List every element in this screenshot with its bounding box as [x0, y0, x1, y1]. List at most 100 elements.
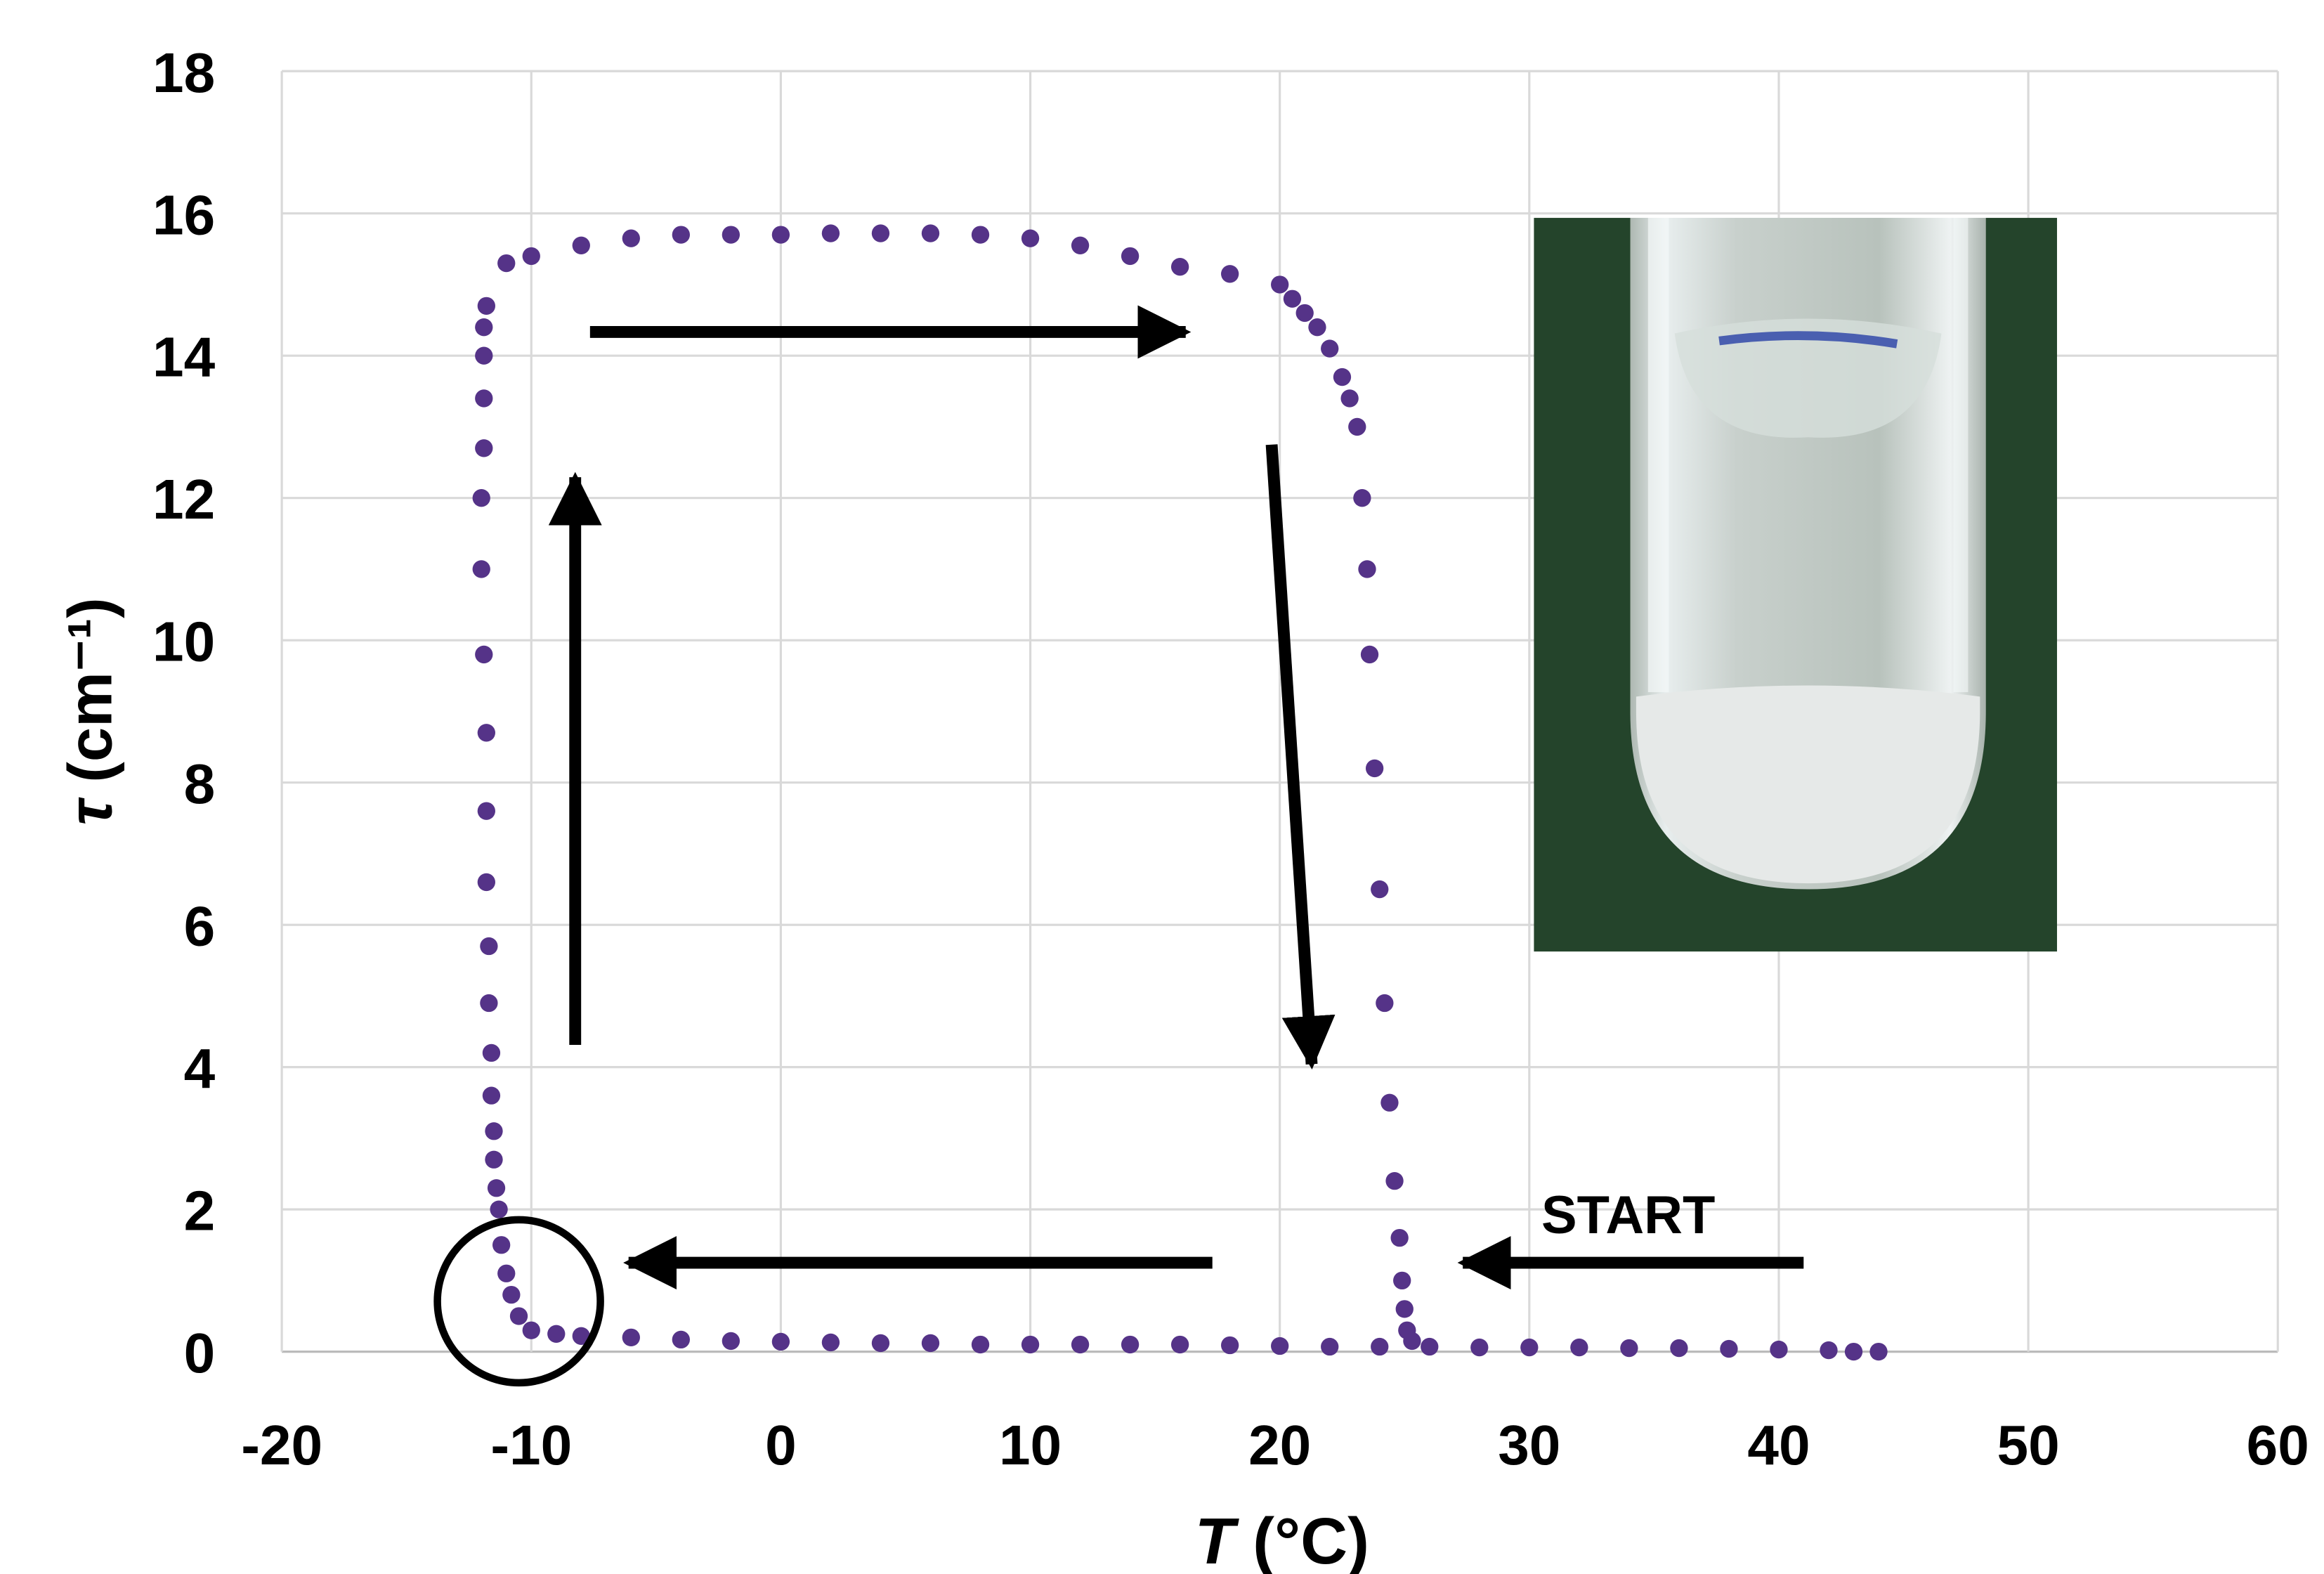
point — [547, 1325, 566, 1343]
point — [1371, 1337, 1389, 1356]
point — [1321, 339, 1339, 358]
point — [475, 645, 493, 664]
point — [1395, 1300, 1414, 1318]
point — [1121, 1335, 1140, 1354]
point — [522, 247, 540, 266]
point — [1271, 1336, 1289, 1355]
point — [1221, 265, 1239, 283]
point — [672, 1330, 690, 1349]
point — [477, 297, 495, 315]
point — [1620, 1339, 1638, 1358]
point — [480, 994, 498, 1013]
point — [475, 346, 493, 365]
point — [921, 1334, 940, 1353]
point — [1271, 275, 1289, 294]
y-tick-label: 12 — [152, 467, 215, 531]
point — [1421, 1337, 1439, 1356]
inset-photo — [1534, 218, 2057, 952]
point — [1071, 1335, 1090, 1354]
point — [477, 724, 495, 742]
point — [1520, 1338, 1539, 1357]
point — [1340, 389, 1359, 408]
point — [871, 224, 890, 242]
point — [487, 1179, 506, 1197]
point — [472, 489, 490, 507]
point — [971, 1335, 990, 1354]
y-tick-label: 6 — [184, 895, 216, 958]
point — [921, 224, 940, 242]
y-tick-label: 8 — [184, 752, 216, 815]
point — [492, 1236, 511, 1254]
annotation: START — [1541, 1185, 1715, 1245]
y-tick-label: 18 — [152, 41, 215, 104]
point — [475, 439, 493, 457]
point — [1360, 645, 1379, 664]
point — [1390, 1228, 1409, 1247]
point — [1844, 1342, 1863, 1361]
point — [622, 1328, 640, 1347]
point — [572, 236, 590, 254]
point — [1393, 1271, 1411, 1290]
x-tick-label: 10 — [999, 1413, 1062, 1476]
y-tick-label: 2 — [184, 1179, 216, 1242]
point — [1376, 994, 1394, 1013]
point — [1470, 1338, 1489, 1357]
point — [622, 229, 640, 247]
point — [722, 1332, 740, 1351]
y-label-unit: (cm⁻¹) — [56, 597, 125, 782]
marks — [472, 224, 1888, 1361]
point — [1071, 236, 1090, 254]
x-tick-label: 20 — [1248, 1413, 1311, 1476]
x-tick-label: 0 — [765, 1413, 797, 1476]
x-axis-label: T (°C) — [1195, 1504, 1369, 1574]
point — [497, 1264, 516, 1282]
point — [1358, 560, 1376, 578]
point — [1021, 229, 1040, 247]
point — [472, 560, 490, 578]
point — [1121, 247, 1140, 266]
point — [1380, 1093, 1399, 1112]
y-tick-label: 0 — [184, 1321, 216, 1384]
point — [1170, 1335, 1189, 1354]
point — [1170, 258, 1189, 276]
point — [1021, 1335, 1040, 1354]
point — [871, 1334, 890, 1353]
point — [1670, 1339, 1688, 1358]
point — [1820, 1341, 1838, 1360]
point — [1365, 759, 1384, 778]
y-tick-label: 10 — [152, 610, 215, 673]
point — [672, 226, 690, 244]
arrow — [1265, 444, 1336, 1070]
point — [821, 1333, 840, 1352]
x-tick-label: 30 — [1498, 1413, 1560, 1476]
point — [771, 226, 790, 244]
point — [1283, 290, 1302, 308]
x-tick-label: -10 — [490, 1413, 572, 1476]
point — [482, 1086, 501, 1105]
x-tick-label: -20 — [241, 1413, 322, 1476]
y-label-symbol: τ — [56, 797, 125, 825]
point — [1321, 1337, 1339, 1356]
point — [1295, 304, 1314, 323]
point — [482, 1043, 501, 1062]
x-label-unit: (°C) — [1253, 1504, 1369, 1574]
point — [475, 318, 493, 337]
highlight-circle — [433, 1216, 604, 1387]
x-tick-label: 60 — [2247, 1413, 2309, 1476]
point — [1720, 1339, 1738, 1358]
point — [771, 1332, 790, 1351]
point — [480, 937, 498, 956]
point — [722, 226, 740, 244]
point — [490, 1200, 508, 1218]
annotations — [433, 305, 1804, 1387]
point — [485, 1150, 503, 1169]
point — [1385, 1171, 1404, 1190]
y-tick-label: 16 — [152, 183, 215, 246]
point — [475, 389, 493, 408]
point — [522, 1321, 540, 1339]
y-axis-label: τ (cm⁻¹) — [56, 597, 125, 825]
y-tick-label: 4 — [184, 1036, 216, 1100]
x-tick-label: 40 — [1747, 1413, 1810, 1476]
x-tick-label: 50 — [1997, 1413, 2060, 1476]
